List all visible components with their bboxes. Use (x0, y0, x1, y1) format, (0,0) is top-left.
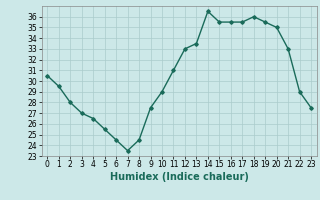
X-axis label: Humidex (Indice chaleur): Humidex (Indice chaleur) (110, 172, 249, 182)
